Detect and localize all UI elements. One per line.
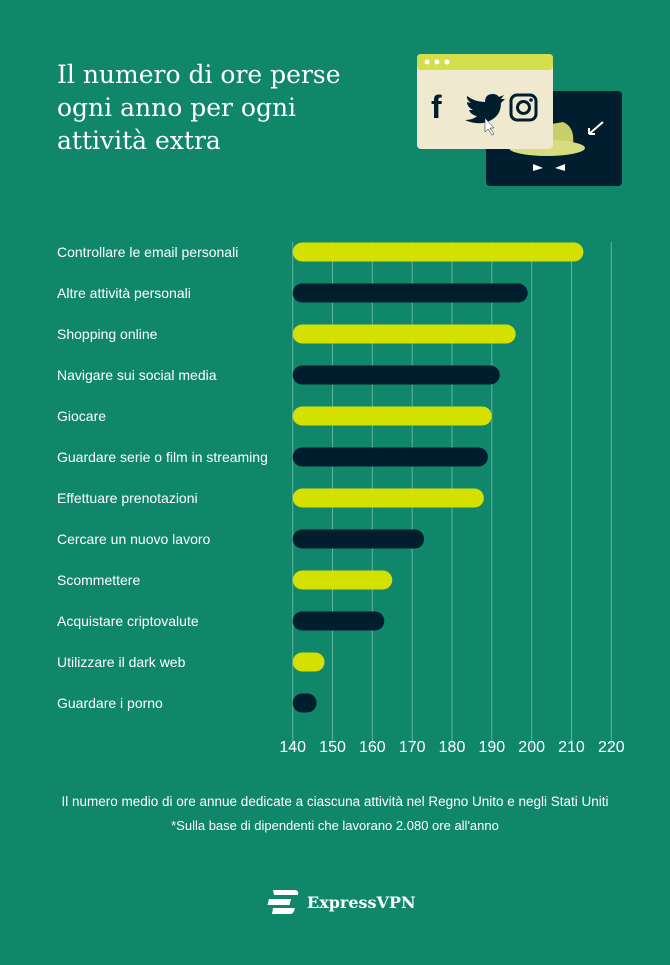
chart-footnote: *Sulla base di dipendenti che lavorano 2… — [171, 818, 499, 833]
x-tick-label: 140 — [279, 739, 306, 756]
category-label: Shopping online — [57, 326, 158, 342]
x-tick-label: 150 — [319, 739, 346, 756]
x-tick-label: 170 — [399, 739, 426, 756]
bar — [292, 529, 425, 549]
category-label: Guardare serie o film in streaming — [57, 449, 268, 465]
x-tick-label: 190 — [478, 739, 505, 756]
category-label: Giocare — [57, 408, 106, 424]
logo-text: ExpressVPN — [307, 892, 416, 912]
bar-chart: 140 150 160 170 180 190 200 210 220 Controllare l… — [57, 242, 625, 756]
bar — [292, 242, 584, 262]
bar — [292, 447, 488, 467]
chart-caption: Il numero medio di ore annue dedicate a … — [61, 794, 609, 809]
cursor-arrow-icon — [588, 121, 604, 135]
browser-window — [417, 54, 553, 149]
category-label: Navigare sui social media — [57, 367, 217, 383]
category-label: Guardare i porno — [57, 695, 163, 711]
expressvpn-logo: ExpressVPN — [265, 889, 416, 915]
category-label: Effettuare prenotazioni — [57, 490, 198, 506]
category-label: Altre attività personali — [57, 285, 191, 301]
category-label: Acquistare criptovalute — [57, 613, 199, 629]
bar — [292, 488, 484, 508]
expressvpn-logo-icon — [267, 890, 299, 914]
x-tick-label: 160 — [359, 739, 386, 756]
bar — [292, 570, 393, 590]
bar — [292, 611, 385, 631]
page-title: Il numero di ore perse ogni anno per ogn… — [57, 60, 341, 155]
bar — [292, 324, 516, 344]
x-tick-label: 180 — [439, 739, 466, 756]
bar — [292, 283, 528, 303]
category-label: Scommettere — [57, 572, 140, 588]
category-label: Cercare un nuovo lavoro — [57, 531, 211, 547]
x-tick-label: 220 — [598, 739, 625, 756]
instagram-icon — [509, 93, 538, 122]
social-media-hacker-illustration: f — [417, 54, 622, 186]
cursor-icon — [484, 117, 495, 136]
category-label: Utilizzare il dark web — [57, 654, 186, 670]
category-label: Controllare le email personali — [57, 244, 238, 260]
x-tick-label: 200 — [518, 739, 545, 756]
bar — [292, 652, 325, 672]
bar — [292, 365, 500, 385]
twitter-icon — [465, 94, 505, 124]
x-tick-label: 210 — [558, 739, 585, 756]
bar — [292, 406, 492, 426]
bar — [292, 693, 317, 713]
facebook-icon: f — [431, 89, 442, 125]
